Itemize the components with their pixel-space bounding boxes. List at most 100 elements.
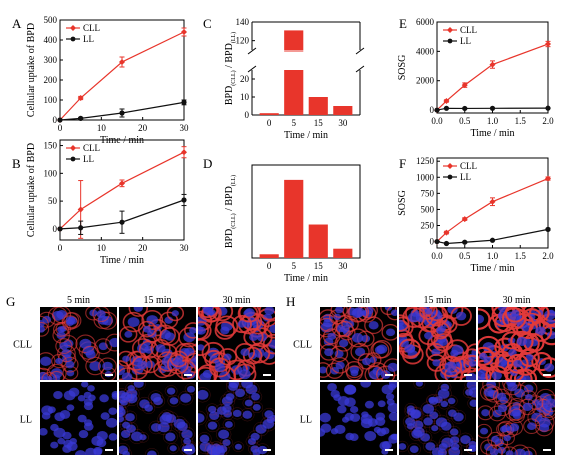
cell-membrane xyxy=(325,362,344,379)
cell-membrane xyxy=(230,407,244,420)
y-axis-label: BPD(CLL) / BPD(LL) xyxy=(224,175,237,248)
cell-membrane xyxy=(119,367,138,380)
data-point xyxy=(78,225,84,231)
cell-membrane xyxy=(198,307,219,319)
cell-membrane xyxy=(201,341,225,364)
series-line xyxy=(59,101,185,121)
cell-nucleus xyxy=(352,307,365,318)
cell-membrane xyxy=(40,321,50,337)
cell-nucleus xyxy=(507,382,518,392)
cell-membrane xyxy=(205,419,220,433)
cell-membrane xyxy=(232,386,248,400)
data-point xyxy=(119,110,125,116)
data-point xyxy=(489,61,496,68)
cell-nucleus xyxy=(213,446,225,455)
cell-nucleus xyxy=(451,344,464,356)
x-tick-label: 0.5 xyxy=(459,251,471,261)
cell-nucleus xyxy=(420,433,431,442)
cell-nucleus xyxy=(169,445,177,452)
cell-nucleus xyxy=(415,382,424,387)
cell-membrane xyxy=(450,307,472,326)
cell-nucleus xyxy=(249,333,258,341)
cell-nucleus xyxy=(155,344,166,353)
cell-membrane xyxy=(347,307,368,323)
cell-nucleus xyxy=(57,437,66,445)
cell-nucleus xyxy=(377,400,386,408)
cell-membrane xyxy=(119,326,138,343)
cell-nucleus xyxy=(436,326,445,335)
cell-nucleus xyxy=(250,432,260,441)
cell-membrane xyxy=(41,372,57,380)
y-tick-label: 1250 xyxy=(416,156,435,166)
x-axis-label: Time / min xyxy=(284,273,328,284)
cell-nucleus xyxy=(538,417,551,428)
cell-nucleus xyxy=(78,430,89,439)
cell-membrane xyxy=(223,390,237,403)
micrograph-panel-G: G 5 min 15 min 30 min CLL LL xyxy=(6,294,275,455)
cell-nucleus xyxy=(198,326,206,335)
cell-membrane xyxy=(137,320,157,338)
bar xyxy=(308,224,328,258)
y-axis-label-part: (LL) xyxy=(230,32,237,43)
legend-label: CLL xyxy=(460,161,477,171)
cell-nucleus xyxy=(362,357,372,366)
cell-membrane xyxy=(504,307,526,323)
cell-membrane xyxy=(502,307,527,330)
chart-panel-F: F 0.0 0.5 1.0 1.5 2.0 0 250 500 750 1000 1250 Time /… xyxy=(397,156,554,274)
cell-nucleus xyxy=(350,413,361,422)
x-axis-label: Time / min xyxy=(284,130,328,141)
cell-membrane xyxy=(243,327,264,347)
legend-marker xyxy=(447,163,453,169)
cell-membrane xyxy=(320,343,339,361)
cell-nucleus xyxy=(164,332,175,341)
cell-nucleus xyxy=(122,355,130,362)
cell-membrane xyxy=(439,434,456,451)
series-LL xyxy=(57,193,187,235)
cell-nucleus xyxy=(343,384,356,395)
cell-nucleus xyxy=(96,310,106,318)
cell-nucleus xyxy=(513,360,523,368)
cell-nucleus xyxy=(469,399,476,407)
x-tick-label: 30 xyxy=(338,118,348,128)
plot-frame xyxy=(251,164,361,259)
cell-membrane xyxy=(123,422,139,436)
scale-bar xyxy=(464,449,472,451)
cell-nucleus xyxy=(198,389,209,400)
cell-nucleus xyxy=(337,405,347,414)
cell-membrane xyxy=(198,366,217,380)
cell-membrane xyxy=(198,432,212,446)
x-axis-label: Time / min xyxy=(100,255,144,266)
cell-nucleus xyxy=(199,372,212,380)
cell-nucleus xyxy=(424,331,434,340)
scale-bar xyxy=(184,374,192,376)
cell-nucleus xyxy=(388,434,397,444)
y-tick-label: 0 xyxy=(53,115,58,125)
cell-nucleus xyxy=(323,319,333,328)
x-tick-label: 0 xyxy=(267,261,272,271)
scale-bar xyxy=(263,374,271,376)
cell-membrane xyxy=(220,402,234,415)
cell-nucleus xyxy=(269,324,275,334)
cell-nucleus xyxy=(209,411,220,420)
cell-nucleus xyxy=(438,443,448,451)
series-LL xyxy=(57,99,187,123)
cell-nucleus xyxy=(264,410,274,419)
cell-membrane xyxy=(478,423,493,439)
cell-membrane xyxy=(407,406,424,422)
cell-membrane xyxy=(399,338,421,359)
y-tick-label: 2000 xyxy=(416,76,435,86)
cell-nucleus xyxy=(511,309,520,317)
cell-nucleus xyxy=(483,388,495,397)
cell-membrane xyxy=(157,411,174,427)
cell-membrane xyxy=(263,319,275,339)
cell-nucleus xyxy=(102,361,113,371)
cell-nucleus xyxy=(262,419,275,429)
cell-membrane xyxy=(131,382,146,391)
x-tick-label: 0.0 xyxy=(431,251,443,261)
cell-nucleus xyxy=(55,357,63,365)
cell-nucleus xyxy=(137,360,148,370)
data-point xyxy=(489,237,496,243)
cell-membrane xyxy=(451,410,466,424)
cell-membrane xyxy=(466,442,476,455)
cell-nucleus xyxy=(320,412,331,423)
